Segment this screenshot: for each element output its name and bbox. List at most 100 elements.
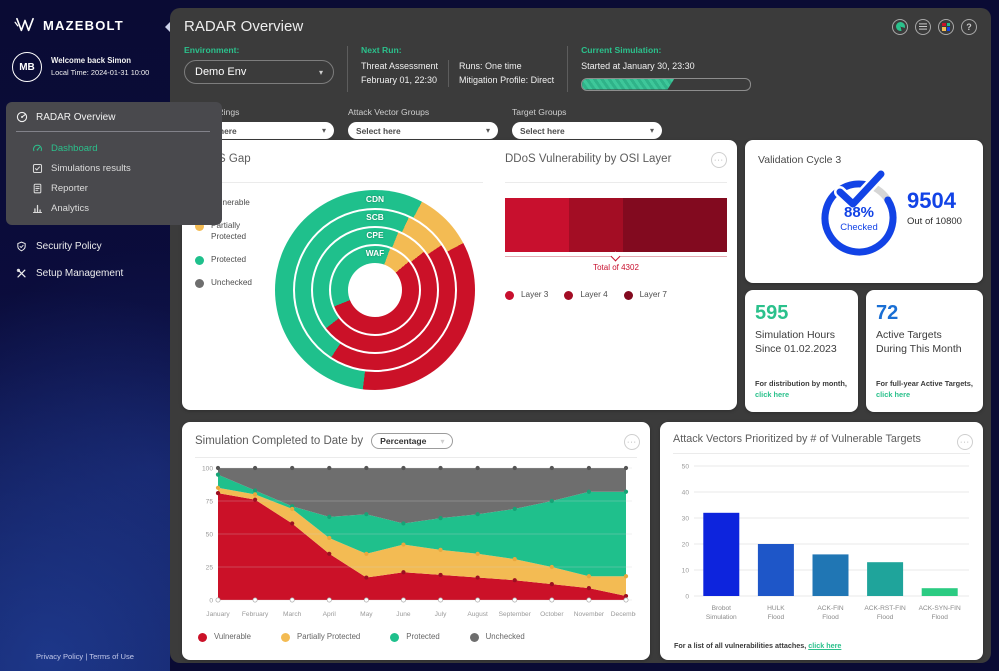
legend-dot (198, 633, 207, 642)
bar-label: Flood (768, 614, 785, 621)
help-icon[interactable]: ? (961, 18, 977, 35)
area-month-label: December (611, 611, 636, 618)
legend-dot (564, 291, 574, 301)
area-series-vulnerable (218, 493, 626, 600)
sidebar-item-label: Security Policy (36, 241, 102, 252)
bar-label: ACK-FIN (817, 605, 844, 612)
sidebar-item-label: Analytics (51, 202, 90, 214)
legend-label: Layer 3 (521, 290, 549, 299)
bars-ytick: 20 (682, 541, 690, 548)
osi-segment-layer-7 (622, 198, 727, 252)
sidebar-item-reporter[interactable]: Reporter (16, 178, 210, 198)
ddos-gap-sunburst-chart: CDN SCB CPE WAF (275, 190, 475, 390)
legend-label: Layer 7 (639, 290, 667, 299)
welcome-text: Welcome back Simon (51, 56, 132, 66)
legend-dot (469, 633, 479, 642)
filter-select-attack-vector-groups[interactable]: Select here ▾ (348, 122, 498, 139)
sidebar-item-security-policy[interactable]: Security Policy (16, 241, 170, 252)
status-pie-icon[interactable] (892, 18, 908, 35)
simulations-icon (32, 163, 43, 174)
environment-select[interactable]: Demo Env ▾ (184, 60, 334, 84)
osi-card-title: DDoS Vulnerability by OSI Layer (505, 153, 672, 165)
legend-item-partially-protected: Partially Protected (281, 632, 360, 642)
next-run-type: Threat Assessment (361, 61, 439, 71)
menu-list-icon[interactable] (915, 18, 931, 35)
filter-select-target-groups[interactable]: Select here ▾ (512, 122, 662, 139)
area-month-label: April (323, 611, 337, 618)
filter-label: Attack Vector Groups (348, 107, 430, 117)
area-month-label: August (467, 611, 488, 618)
legend-item-unchecked: Unchecked (469, 632, 525, 642)
active-targets-card: 72 Active Targets During This Month For … (866, 290, 983, 412)
osi-total-text: Total of 4302 (593, 263, 639, 272)
card-menu-icon[interactable]: ··· (957, 434, 973, 450)
active-targets-link[interactable]: click here (876, 389, 911, 399)
user-row: MB Welcome back Simon Local Time: 2024-0… (12, 52, 170, 82)
card-menu-icon[interactable]: ··· (624, 434, 640, 450)
legend-label: Partially Protected (297, 632, 361, 642)
bar-ack-rst-fin-flood (867, 562, 904, 596)
bars-link[interactable]: click here (808, 641, 842, 650)
next-run-label: Next Run: (361, 45, 402, 55)
area-month-label: February (242, 611, 269, 618)
nav-group-label: RADAR Overview (36, 111, 116, 123)
apps-grid-icon[interactable] (938, 18, 954, 35)
bars-ytick: 30 (682, 515, 690, 522)
legend-item-vulnerable: Vulnerable (198, 632, 251, 642)
brand-name: MAZEBOLT (43, 17, 124, 33)
environment-block: Environment: Demo Env ▾ (184, 45, 334, 84)
sim-hours-link[interactable]: click here (755, 389, 790, 399)
area-ytick: 100 (202, 465, 213, 472)
sidebar-item-setup-management[interactable]: Setup Management (16, 268, 170, 279)
nav-group-radar-overview[interactable]: RADAR Overview Dashboard Simulations resu… (6, 102, 222, 225)
legend-item-layer-4: Layer 4 (564, 290, 608, 301)
bars-card-title: Attack Vectors Prioritized by # of Vulne… (673, 433, 921, 445)
area-month-label: October (540, 611, 564, 618)
area-month-label: June (396, 611, 411, 618)
bar-label: Simulation (706, 614, 737, 621)
metric-dropdown[interactable]: Percentage ▾ (371, 433, 454, 449)
active-targets-value: 72 (876, 302, 899, 324)
area-legend: Vulnerable Partially Protected Protected Un… (182, 632, 650, 642)
filter-select-value: Select here (356, 125, 401, 136)
validation-count: 9504 (907, 188, 956, 213)
legend-label: Vulnerable (211, 198, 250, 207)
chevron-down-icon: ▾ (440, 436, 445, 446)
area-month-label: January (206, 611, 230, 618)
osi-legend: Layer 3 Layer 4 Layer 7 (505, 290, 667, 301)
active-targets-label: Active Targets During This Month (876, 329, 962, 355)
bar-brobot-simulation (703, 512, 740, 596)
sidebar-item-dashboard[interactable]: Dashboard (16, 138, 210, 158)
area-ytick: 50 (206, 531, 214, 538)
analytics-icon (32, 203, 43, 214)
area-ytick: 25 (206, 564, 214, 571)
page-title: RADAR Overview (184, 18, 304, 35)
chevron-down-icon (610, 251, 621, 262)
avatar: MB (12, 52, 42, 82)
sidebar-item-label: Dashboard (51, 142, 98, 154)
footer-links[interactable]: Privacy Policy | Terms of Use (35, 652, 135, 661)
sidebar-item-analytics[interactable]: Analytics (16, 198, 210, 218)
filter-label: Target Groups (512, 107, 567, 117)
bar-label: Flood (822, 614, 839, 621)
legend-dot (623, 291, 633, 301)
osi-total-block: Total of 4302 (505, 251, 727, 272)
validation-progress-ring (821, 168, 897, 256)
validation-card-title: Validation Cycle 3 (758, 154, 842, 166)
sunburst-center-hole (348, 263, 402, 317)
validation-pct-label: Checked (840, 222, 878, 233)
legend-item-partially-protected: Partially Protected (195, 221, 263, 242)
sidebar-collapse-icon[interactable] (160, 22, 170, 32)
bars-ytick: 50 (682, 463, 690, 470)
simulation-progress-bar (581, 77, 752, 91)
card-menu-icon[interactable]: ··· (711, 152, 727, 168)
chevron-down-icon: ▾ (485, 126, 490, 135)
sidebar-item-simulations-results[interactable]: Simulations results (16, 158, 210, 178)
filters-row: Security RingsSelect here▾Attack Vector … (184, 107, 977, 139)
sunburst-ring-label-waf: WAF (365, 248, 385, 258)
simulation-progress-fill (582, 79, 674, 90)
next-run-date: February 01, 22:30 (361, 74, 438, 85)
current-simulation-block: Current Simulation: Started at January 3… (581, 45, 752, 91)
area-month-label: September (499, 611, 532, 618)
area-month-label: May (360, 611, 373, 618)
